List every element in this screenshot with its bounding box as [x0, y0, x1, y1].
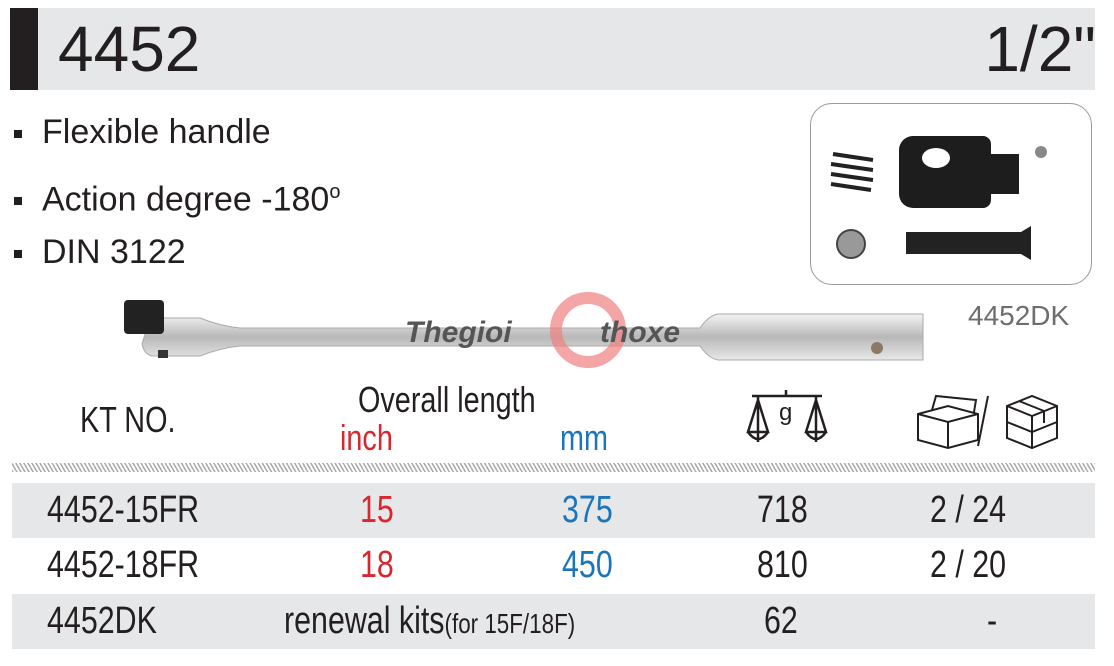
- bullet-icon: [14, 197, 22, 206]
- col-kt-header: KT NO.: [80, 399, 176, 440]
- weight: 718: [757, 489, 808, 531]
- watermark-left: Thegioi: [405, 316, 512, 349]
- watermark-right: thoxe: [600, 316, 681, 349]
- col-inch-header: inch: [340, 417, 393, 458]
- length-inch: 18: [360, 544, 394, 586]
- weight: 62: [764, 600, 798, 642]
- scale-g-icon: g: [746, 390, 828, 442]
- feature-text: Flexible handle: [42, 113, 271, 151]
- header-accent: [10, 8, 38, 90]
- kt-number: 4452DK: [47, 600, 157, 642]
- kt-number: 4452-18FR: [47, 544, 200, 586]
- col-length-header: Overall length: [358, 379, 536, 420]
- model-number: 4452: [58, 13, 201, 85]
- kt-number: 4452-15FR: [47, 489, 200, 531]
- feature-item: Flexible handle: [14, 112, 271, 152]
- kit-label: 4452DK: [968, 300, 1070, 331]
- bullet-icon: [14, 250, 22, 259]
- drive-size: 1/2": [984, 13, 1096, 85]
- kit-parts-image: [810, 103, 1092, 285]
- header-bar: [10, 8, 1095, 90]
- weight: 810: [757, 544, 808, 586]
- kit-description: renewal kits: [284, 600, 445, 642]
- table-row: 4452-18FR 18 450 810 2 / 20: [12, 538, 1095, 593]
- kit-note: (for 15F/18F): [444, 608, 576, 639]
- length-mm: 450: [562, 544, 613, 586]
- col-mm-header: mm: [560, 417, 608, 458]
- bullet-icon: [14, 130, 22, 139]
- flex-handle-image: [124, 292, 924, 368]
- table-row: 4452-15FR 15 375 718 2 / 24: [12, 483, 1095, 538]
- feature-item: DIN 3122: [14, 232, 186, 272]
- box-carton-icon: [917, 394, 1058, 450]
- feature-text: Action degree -180: [42, 180, 330, 219]
- kit-parts-icon: [830, 136, 1047, 260]
- feature-item: Action degree -180o: [14, 172, 340, 219]
- pack-qty: 2 / 24: [930, 489, 1007, 531]
- length-mm: 375: [562, 489, 613, 531]
- degree-symbol: o: [329, 181, 341, 203]
- pack-qty: -: [987, 600, 998, 642]
- feature-text: DIN 3122: [42, 233, 186, 271]
- length-inch: 15: [360, 489, 394, 531]
- table-row: 4452DK renewal kits(for 15F/18F) 62 -: [12, 594, 1095, 649]
- pack-qty: 2 / 20: [930, 544, 1007, 586]
- svg-text:g: g: [779, 399, 792, 426]
- header-divider: [12, 463, 1095, 472]
